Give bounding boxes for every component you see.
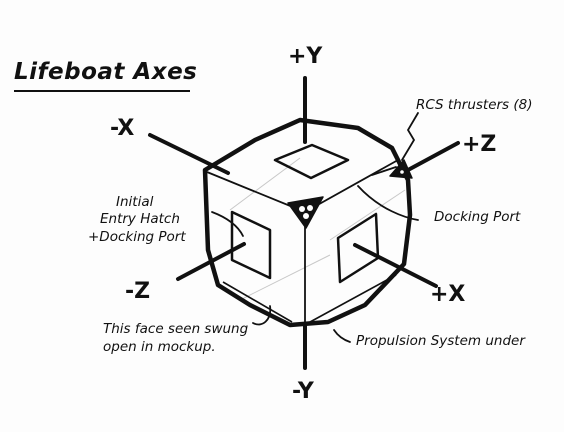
callout-face-line-2: open in mockup. (103, 339, 216, 355)
callout-face-line-1: This face seen swung (103, 321, 249, 337)
callout-hatch-line-1: Initial (116, 194, 154, 210)
axis-label-plus-x: +X (430, 282, 466, 307)
callout-docking-port: Docking Port (434, 209, 521, 225)
axis-label-minus-z: -Z (125, 279, 151, 304)
axis-label-plus-y: +Y (288, 44, 323, 69)
axis-label-minus-x: -X (110, 116, 135, 141)
callout-hatch-line-2: Entry Hatch (100, 211, 180, 227)
diagram-title: Lifeboat Axes (14, 59, 198, 85)
axis-plus-z-line (406, 141, 460, 172)
rcs-thruster-corner (389, 159, 413, 179)
axis-label-minus-y: -Y (292, 379, 314, 404)
hatch-leader (211, 211, 244, 237)
front-left-edge (222, 281, 293, 323)
propulsion-leader (333, 329, 351, 343)
entry-hatch (230, 210, 272, 280)
rcs-leader-top (371, 166, 397, 176)
construction-lines (229, 157, 406, 320)
title-underline (14, 90, 190, 92)
top-hatch (273, 143, 350, 180)
callout-hatch-line-3: +Docking Port (88, 229, 186, 245)
lifeboat-outline (202, 117, 413, 328)
rcs-leader (401, 112, 419, 161)
docking-port (336, 212, 380, 284)
axis-plus-x-line (353, 243, 438, 288)
callout-rcs-thrusters: RCS thrusters (8) (416, 97, 533, 113)
docking-leader (357, 185, 419, 221)
axis-label-plus-z: +Z (462, 132, 497, 157)
face-leader (252, 305, 272, 326)
axis-minus-x-line (148, 133, 230, 175)
rcs-thruster-front (287, 196, 324, 229)
callout-propulsion: Propulsion System under (356, 333, 525, 349)
lifeboat-body (202, 117, 413, 328)
callout-leaders (211, 112, 419, 343)
front-right-edge (309, 274, 397, 323)
